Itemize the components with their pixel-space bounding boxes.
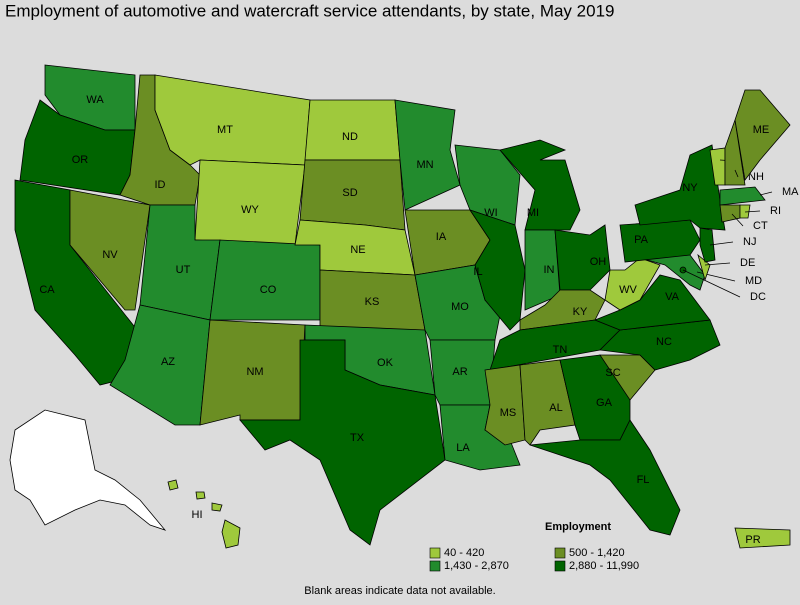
state [69,189,151,311]
legend-label: 40 - 420 [444,547,484,559]
state-label: MN [416,159,433,171]
state-label: FL [637,474,650,486]
alaska-blank [9,409,167,531]
legend-label: 500 - 1,420 [569,547,625,559]
state-label: NH [748,171,764,183]
state-label: AZ [161,356,175,368]
state-label: CO [260,284,277,296]
state-label: TN [553,344,568,356]
state-label: KS [365,296,380,308]
state-label: NJ [743,236,756,248]
state-label: PA [634,234,649,246]
legend-swatch [429,547,441,559]
leader-line [744,210,761,213]
state-label: IN [544,264,555,276]
leader-line [734,169,739,178]
legend-swatch [554,547,566,559]
state [195,491,206,500]
state-label: WY [241,204,259,216]
state-label: MA [782,186,799,198]
state [221,519,241,549]
leader-line [759,191,773,196]
state-label: IA [436,231,447,243]
state-label: SC [605,367,620,379]
state [604,257,661,311]
state [194,159,306,246]
state-label: GA [596,397,613,409]
leader-line [682,269,741,298]
leader-line [704,262,731,266]
state-label: TX [350,432,365,444]
state [499,139,581,231]
state [734,89,791,181]
state [524,229,561,311]
state-label: NM [246,366,263,378]
state-label: ID [155,179,166,191]
state-label: WV [619,284,637,296]
state [239,339,446,546]
legend-label: 1,430 - 2,870 [444,560,509,572]
state-label: RI [770,205,781,217]
state-label: PR [745,534,760,546]
state [484,364,526,446]
legend-title: Employment [545,521,611,533]
state-label: IL [473,266,482,278]
state [724,119,746,186]
leader-line [709,241,734,246]
state [209,239,321,321]
state-label: CA [39,284,55,296]
state [469,209,526,331]
state [719,186,766,206]
footnote: Blank areas indicate data not available. [304,585,495,597]
state-label: OH [590,256,607,268]
state [699,227,716,263]
state-label: OR [72,154,89,166]
state [529,419,681,536]
state-label: AR [452,366,467,378]
legend-swatch [429,560,441,572]
state [739,204,751,219]
legend-label: 2,880 - 11,990 [569,560,639,572]
state-label: MT [217,124,233,136]
state-label: NV [102,249,118,261]
leader-line [731,213,744,227]
state [211,502,223,512]
state-label: MD [745,275,762,287]
state [734,527,791,549]
state-label: HI [192,509,203,521]
state-label: CT [753,220,768,232]
legend-swatch [554,560,566,572]
state-label: DC [750,291,766,303]
state-label: OK [377,357,394,369]
state-label: NE [350,244,365,256]
state-label: WA [86,94,104,106]
state-label: MI [527,207,539,219]
state-label: UT [176,264,191,276]
state-label: AL [549,402,562,414]
state-label: MS [500,407,517,419]
state-label: ME [753,124,770,136]
state-label: NY [682,182,698,194]
state-label: MO [451,301,469,313]
state [167,479,179,491]
state-label: KY [573,306,588,318]
state-label: NC [656,336,672,348]
map-title: Employment of automotive and watercraft … [5,1,614,20]
state-label: ND [342,131,358,143]
state-label: DE [740,257,755,269]
state-label: SD [342,187,357,199]
state-label: LA [456,442,470,454]
state-label: VA [665,291,680,303]
